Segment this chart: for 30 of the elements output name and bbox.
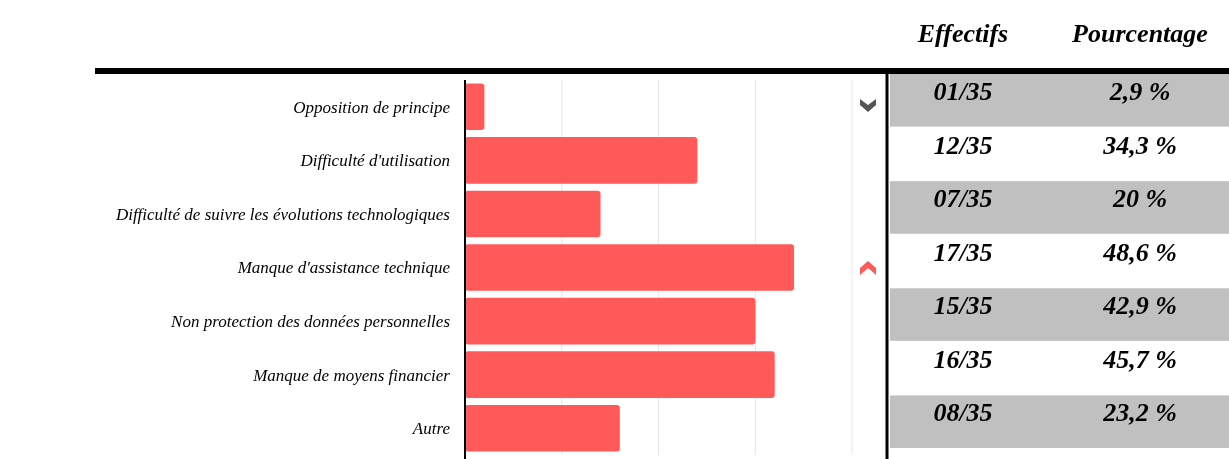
data-label: 08/35 [933, 398, 993, 428]
y-tick-label: Manque de moyens financier [252, 365, 451, 385]
text: 45,7 % [1102, 344, 1177, 374]
text: 34,3 % [1102, 130, 1177, 160]
text: 23,2 % [1102, 398, 1177, 428]
text: Effectifs [916, 19, 1009, 48]
data-label: 01/35 [933, 77, 993, 106]
data-label: 16/35 [933, 344, 993, 374]
y-tick-label: Opposition de principe [293, 97, 451, 117]
bar [465, 244, 795, 291]
y-tick-label: Autre [411, 419, 451, 439]
text: Pourcentage [1071, 19, 1208, 48]
bar [465, 190, 601, 238]
data-label: 07/35 [933, 184, 993, 214]
data-label: 17/35 [933, 237, 993, 267]
y-tick-label: Non protection des données personnelles [170, 312, 451, 332]
text: 42,9 % [1102, 291, 1177, 321]
text: 2,9 % [1108, 77, 1171, 106]
data-label: 15/35 [933, 291, 993, 321]
y-tick-label: Difficulté de suivre les évolutions technologiques [114, 204, 451, 224]
data-label: 12/35 [933, 130, 993, 160]
text: 48,6 % [1102, 237, 1177, 267]
bar [465, 297, 756, 345]
bar [465, 137, 698, 184]
y-tick-label: Manque d'assistance technique [236, 258, 451, 278]
bar [465, 83, 485, 131]
y-tick-label: Difficulté d'utilisation [299, 151, 450, 171]
bar [465, 404, 620, 452]
text: 20 % [1111, 184, 1168, 214]
bar [465, 351, 775, 398]
